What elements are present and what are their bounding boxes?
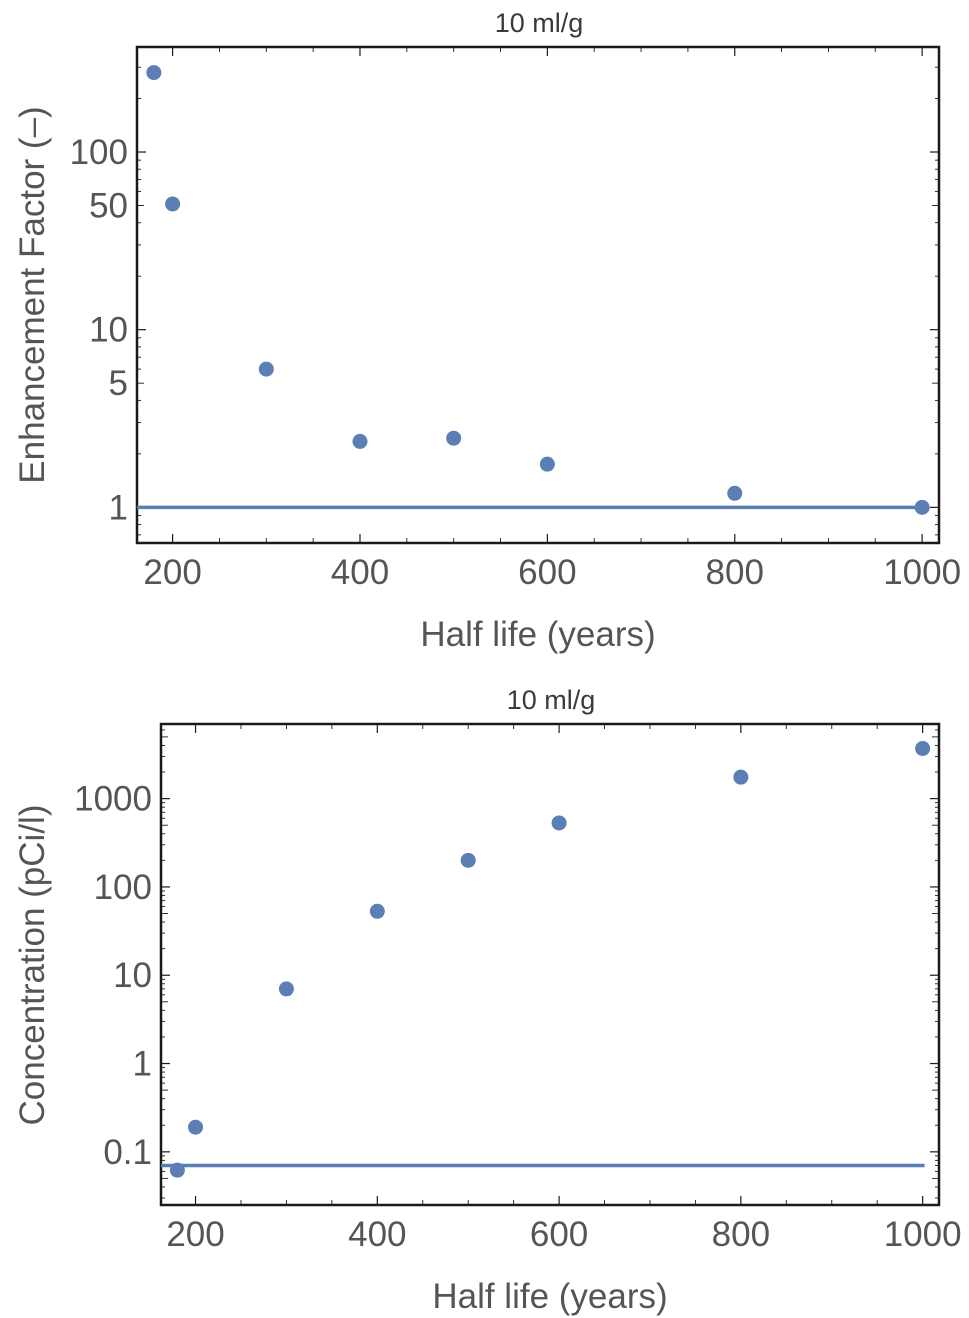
chart-2-title: 10 ml/g — [507, 685, 596, 715]
data-point — [914, 499, 930, 515]
data-point — [551, 815, 567, 831]
y-tick-label: 1000 — [74, 780, 152, 819]
x-tick-label: 200 — [166, 1215, 224, 1254]
data-point — [258, 361, 274, 377]
data-point — [727, 485, 743, 501]
chart-1-points — [146, 65, 930, 515]
chart-2-x-tick-labels: 200 400 600 800 1000 — [166, 1215, 961, 1254]
y-tick-label: 100 — [70, 133, 128, 172]
data-point — [915, 740, 931, 756]
data-point — [352, 433, 368, 449]
chart-1-title: 10 ml/g — [495, 8, 584, 38]
chart-1-y-tick-labels: 1 5 10 50 100 — [70, 133, 128, 527]
chart-1-ticks — [137, 47, 939, 543]
chart-2: 10 ml/g 200 400 600 800 1000 0.1 1 10 100 1000 H… — [13, 685, 962, 1316]
chart-2-points — [169, 740, 931, 1178]
y-tick-label: 50 — [89, 186, 128, 225]
data-point — [733, 769, 749, 785]
chart-1-x-tick-labels: 200 400 600 800 1000 — [143, 553, 961, 592]
chart-1-frame — [135, 45, 941, 545]
x-tick-label: 800 — [712, 1215, 770, 1254]
chart-1-x-axis-label: Half life (years) — [420, 615, 655, 654]
y-tick-label: 10 — [113, 956, 152, 995]
y-tick-label: 10 — [89, 311, 128, 350]
chart-2-frame — [159, 722, 941, 1207]
data-point — [146, 65, 162, 81]
x-tick-label: 200 — [143, 553, 201, 592]
y-tick-label: 5 — [109, 364, 128, 403]
y-tick-label: 0.1 — [103, 1133, 152, 1172]
data-point — [369, 903, 385, 919]
data-point — [539, 456, 555, 472]
chart-2-y-tick-labels: 0.1 1 10 100 1000 — [74, 780, 152, 1172]
data-point — [169, 1162, 185, 1178]
y-tick-label: 100 — [94, 868, 152, 907]
x-tick-label: 400 — [331, 553, 389, 592]
y-tick-label: 1 — [133, 1045, 152, 1084]
x-tick-label: 600 — [530, 1215, 588, 1254]
chart-2-ticks — [161, 723, 939, 1205]
chart-2-x-axis-label: Half life (years) — [432, 1277, 667, 1316]
data-point — [460, 852, 476, 868]
chart-2-y-axis-label: Concentration (pCi/l) — [13, 805, 52, 1126]
y-tick-label: 1 — [109, 488, 128, 527]
data-point — [278, 981, 294, 997]
x-tick-label: 1000 — [884, 1215, 962, 1254]
x-tick-label: 400 — [348, 1215, 406, 1254]
data-point — [446, 430, 462, 446]
x-tick-label: 800 — [706, 553, 764, 592]
chart-1: 10 ml/g 200 400 600 800 1000 1 5 10 50 100 Half … — [13, 8, 961, 654]
data-point — [188, 1119, 204, 1135]
x-tick-label: 600 — [518, 553, 576, 592]
data-point — [165, 196, 181, 212]
x-tick-label: 1000 — [883, 553, 961, 592]
chart-1-y-axis-label: Enhancement Factor (–) — [13, 106, 52, 483]
